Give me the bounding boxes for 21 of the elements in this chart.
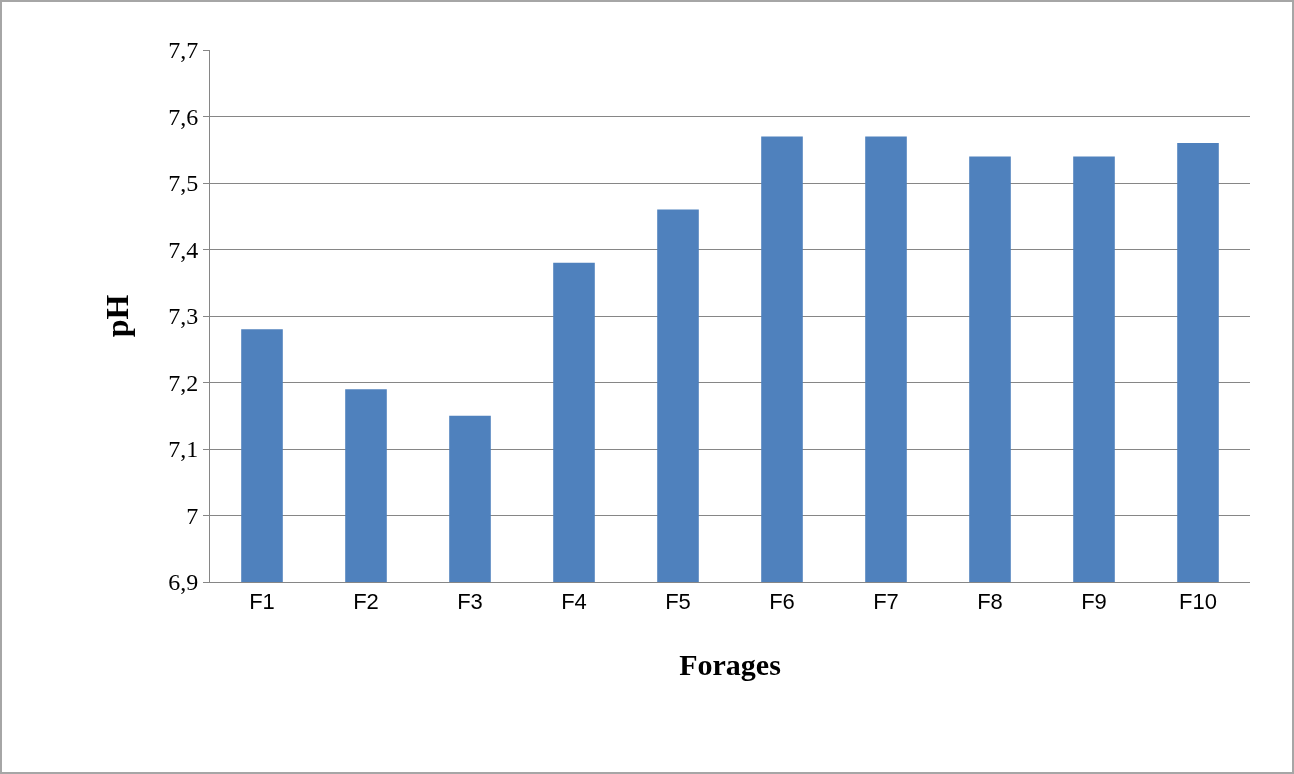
y-tick-label: 7,1 xyxy=(168,436,199,463)
y-tick-label: 7,5 xyxy=(168,170,199,197)
y-tick-label: 7,6 xyxy=(168,103,199,130)
x-tick-label: F2 xyxy=(353,589,379,615)
y-tick-label: 6,9 xyxy=(168,569,199,596)
x-tick-label: F8 xyxy=(977,589,1003,615)
x-tick-label: F9 xyxy=(1081,589,1107,615)
y-axis-title: pH xyxy=(98,294,135,338)
y-tick-label: 7,4 xyxy=(168,236,199,263)
x-tick-label: F7 xyxy=(873,589,899,615)
x-tick-label: F6 xyxy=(769,589,795,615)
y-tick-label: 7 xyxy=(186,502,199,529)
y-tick-label: 7,3 xyxy=(168,303,199,330)
x-tick-label: F5 xyxy=(665,589,691,615)
x-tick-label: F1 xyxy=(249,589,275,615)
x-tick-label: F3 xyxy=(457,589,483,615)
x-tick-label: F4 xyxy=(561,589,587,615)
x-axis-title: Forages xyxy=(679,647,781,681)
x-tick-label: F10 xyxy=(1179,589,1217,615)
y-tick-label: 7,2 xyxy=(168,369,199,396)
y-tick-label: 7,7 xyxy=(168,37,199,64)
